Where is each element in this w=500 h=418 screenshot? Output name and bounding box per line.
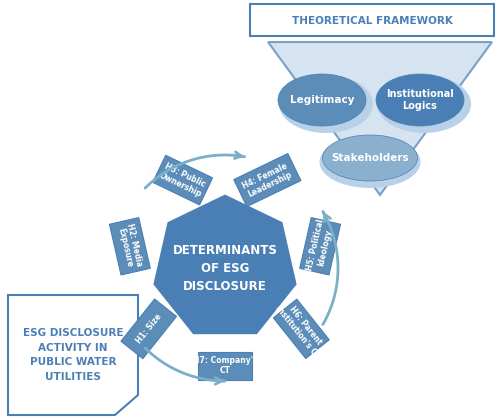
Text: DETERMINANTS
OF ESG
DISCLOSURE: DETERMINANTS OF ESG DISCLOSURE bbox=[172, 244, 278, 293]
Ellipse shape bbox=[320, 136, 420, 188]
Polygon shape bbox=[152, 193, 298, 336]
Text: Stakeholders: Stakeholders bbox=[331, 153, 409, 163]
Text: H3: Public
Ownership: H3: Public Ownership bbox=[158, 162, 208, 199]
Ellipse shape bbox=[377, 75, 471, 133]
FancyBboxPatch shape bbox=[152, 155, 212, 205]
FancyBboxPatch shape bbox=[274, 299, 329, 359]
FancyBboxPatch shape bbox=[110, 218, 150, 275]
Text: H1: Size: H1: Size bbox=[134, 312, 163, 345]
FancyBboxPatch shape bbox=[300, 218, 341, 275]
FancyBboxPatch shape bbox=[250, 4, 494, 36]
Text: H2: Media
Exposure: H2: Media Exposure bbox=[116, 223, 144, 270]
Ellipse shape bbox=[278, 74, 366, 126]
Ellipse shape bbox=[322, 135, 418, 181]
Text: Institutional
Logics: Institutional Logics bbox=[386, 89, 454, 111]
Ellipse shape bbox=[376, 74, 464, 126]
FancyBboxPatch shape bbox=[121, 299, 176, 359]
Text: H5: Political
Ideology: H5: Political Ideology bbox=[305, 219, 335, 274]
Text: THEORETICAL FRAMEWORK: THEORETICAL FRAMEWORK bbox=[292, 16, 452, 26]
Text: H7: Company's
CT: H7: Company's CT bbox=[192, 356, 258, 375]
Text: H4: Female
Leadership: H4: Female Leadership bbox=[242, 161, 294, 199]
Text: Legitimacy: Legitimacy bbox=[290, 95, 354, 105]
Text: H6: Parent
Institution's CT: H6: Parent Institution's CT bbox=[274, 297, 329, 360]
Text: ESG DISCLOSURE
ACTIVITY IN
PUBLIC WATER
UTILITIES: ESG DISCLOSURE ACTIVITY IN PUBLIC WATER … bbox=[23, 328, 123, 382]
FancyBboxPatch shape bbox=[234, 153, 301, 206]
Ellipse shape bbox=[279, 75, 373, 133]
Polygon shape bbox=[268, 42, 492, 195]
FancyBboxPatch shape bbox=[198, 352, 252, 380]
Polygon shape bbox=[8, 295, 138, 415]
